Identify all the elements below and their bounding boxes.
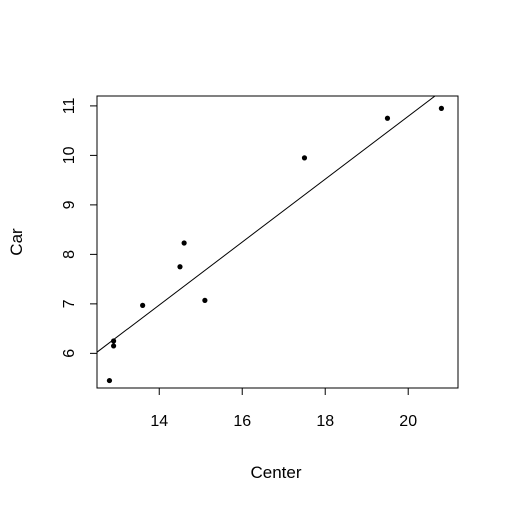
data-point [202,297,208,303]
data-point [140,302,146,308]
regression-line [97,96,436,353]
y-tick-label: 11 [61,97,78,114]
data-point [181,240,187,246]
x-tick-label: 18 [316,413,334,430]
y-tick-label: 10 [61,146,78,164]
data-point [438,105,445,111]
data-point [301,155,308,161]
x-tick-label: 20 [399,413,417,430]
y-axis-label: Car [7,228,26,256]
y-tick-label: 6 [61,349,78,358]
x-tick-label: 14 [150,413,168,430]
data-point [177,264,183,270]
plot-frame [96,95,459,389]
data-point [110,338,117,344]
data-point [106,377,113,384]
x-axis-label: Center [250,463,301,482]
y-tick-label: 9 [61,200,78,209]
y-tick-label: 8 [61,250,78,259]
y-tick-label: 7 [61,299,78,308]
data-point [384,115,391,121]
x-tick-label: 16 [233,413,251,430]
data-point [110,343,117,349]
